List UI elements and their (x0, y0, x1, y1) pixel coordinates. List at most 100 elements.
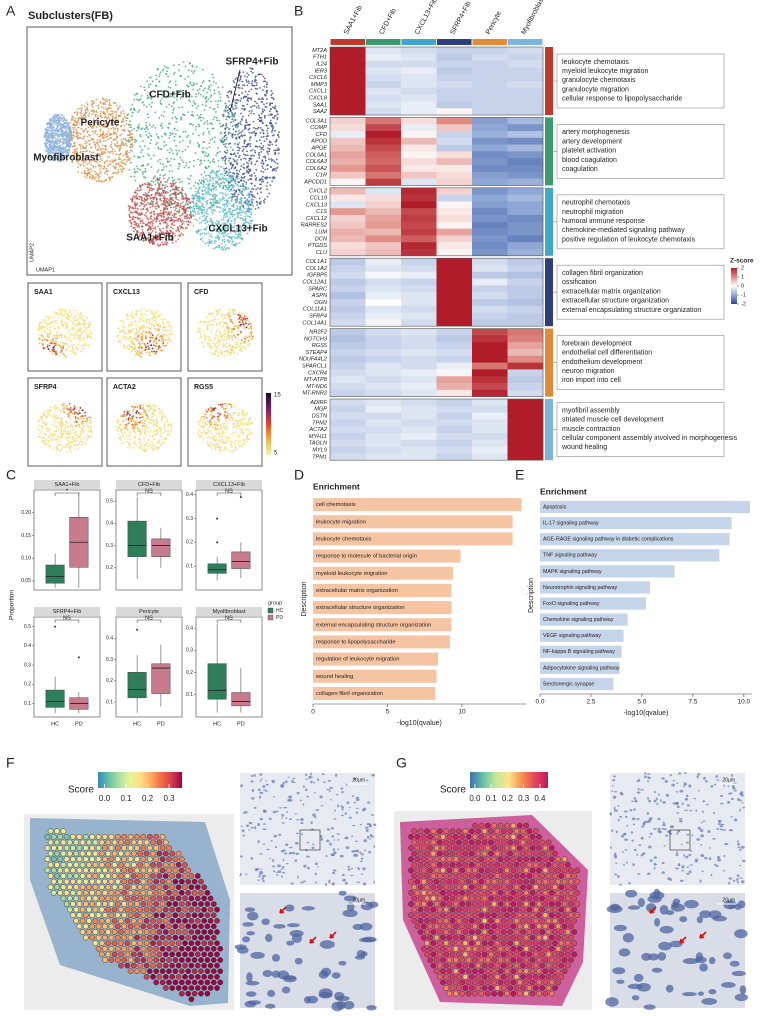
umap-cell (254, 76, 257, 78)
umap-cell (216, 180, 219, 182)
feature-cell (41, 334, 44, 337)
umap-cell (264, 168, 267, 171)
umap-cell (245, 212, 248, 215)
feature-cell (60, 346, 62, 349)
umap-cell (133, 141, 136, 143)
feature-cell (158, 313, 160, 316)
umap-cell (159, 198, 161, 201)
umap-cell (193, 197, 195, 200)
umap-cell (91, 106, 94, 108)
umap-cell (116, 140, 118, 143)
umap-cell (204, 121, 207, 124)
umap-cell (48, 128, 50, 131)
umap-cell (155, 143, 158, 146)
umap-cell (261, 160, 264, 163)
umap-cell (234, 112, 237, 115)
umap-cell (213, 242, 216, 244)
umap-cell (69, 134, 72, 136)
umap-cell (146, 193, 149, 195)
feature-cell (125, 315, 128, 318)
umap-cell (209, 198, 211, 201)
feature-cell (84, 328, 87, 331)
umap-cell (196, 219, 198, 222)
umap-cell (167, 216, 170, 219)
umap-cell (248, 97, 251, 100)
umap-cell (85, 102, 88, 104)
umap-cell (157, 235, 160, 238)
feature-cell (168, 336, 171, 339)
umap-cell (99, 141, 102, 143)
feature-cell (129, 335, 131, 338)
umap-cell (246, 154, 249, 157)
umap-cell (136, 126, 139, 129)
umap-cell (236, 173, 239, 176)
umap-cell (210, 171, 213, 174)
umap-cell (156, 141, 159, 144)
umap-cell (113, 159, 116, 162)
umap-cell (250, 67, 253, 70)
umap-cell (48, 154, 51, 157)
feature-cell (156, 324, 159, 327)
umap-cell (221, 187, 224, 190)
umap-cell (161, 69, 164, 72)
umap-cell (160, 203, 163, 206)
umap-cell (275, 138, 278, 141)
feature-cell (154, 327, 157, 330)
feature-cell (66, 348, 68, 351)
umap-cell (264, 157, 267, 159)
umap-cell (149, 97, 152, 100)
umap-cell (231, 209, 234, 212)
umap-cell (186, 203, 189, 205)
umap-cell (192, 210, 195, 213)
umap-cell (94, 178, 96, 180)
umap-cell (180, 159, 183, 161)
umap-cell (174, 205, 177, 208)
umap-cell (163, 110, 166, 113)
feature-cell (158, 315, 161, 318)
umap-cell (263, 109, 266, 111)
umap-cell (103, 150, 105, 153)
umap-cell (175, 191, 177, 193)
umap-cell (129, 198, 132, 201)
umap-cell (125, 119, 128, 122)
umap-cell (88, 115, 90, 117)
feature-cell (80, 319, 83, 322)
umap-cell (275, 158, 278, 161)
umap-cell (160, 238, 163, 241)
umap-cell (100, 165, 103, 168)
umap-cell (133, 127, 136, 130)
feature-cell (140, 355, 142, 358)
umap-cell (138, 109, 141, 111)
umap-cell (276, 162, 279, 165)
umap-cell (46, 152, 49, 155)
feature-cell (141, 326, 144, 328)
umap-cell (173, 101, 175, 104)
umap-cell (264, 105, 267, 108)
feature-cell (130, 321, 133, 324)
umap-cell (219, 125, 222, 128)
umap-cell (240, 131, 243, 134)
umap-cell (192, 225, 195, 227)
feature-cell (88, 321, 91, 323)
umap-cell (236, 159, 239, 161)
umap-cell (178, 149, 180, 152)
umap-cell (250, 211, 253, 214)
umap-cell (263, 77, 266, 80)
umap-cell (159, 214, 161, 217)
umap-cell (127, 204, 130, 207)
umap-cell (148, 154, 150, 157)
umap-cell (232, 108, 235, 110)
umap-cell (212, 212, 214, 214)
umap-cell (175, 153, 178, 156)
umap-cell (80, 137, 83, 140)
feature-gene: CFD (194, 289, 208, 296)
umap-cell (166, 70, 169, 73)
umap-cell (162, 163, 164, 166)
feature-cell (64, 342, 66, 345)
umap-cell (101, 97, 104, 100)
umap-cell (240, 97, 243, 100)
umap-cell (235, 106, 238, 109)
umap-cell (156, 68, 159, 71)
feature-cell (141, 342, 144, 345)
umap-cell (105, 98, 108, 101)
